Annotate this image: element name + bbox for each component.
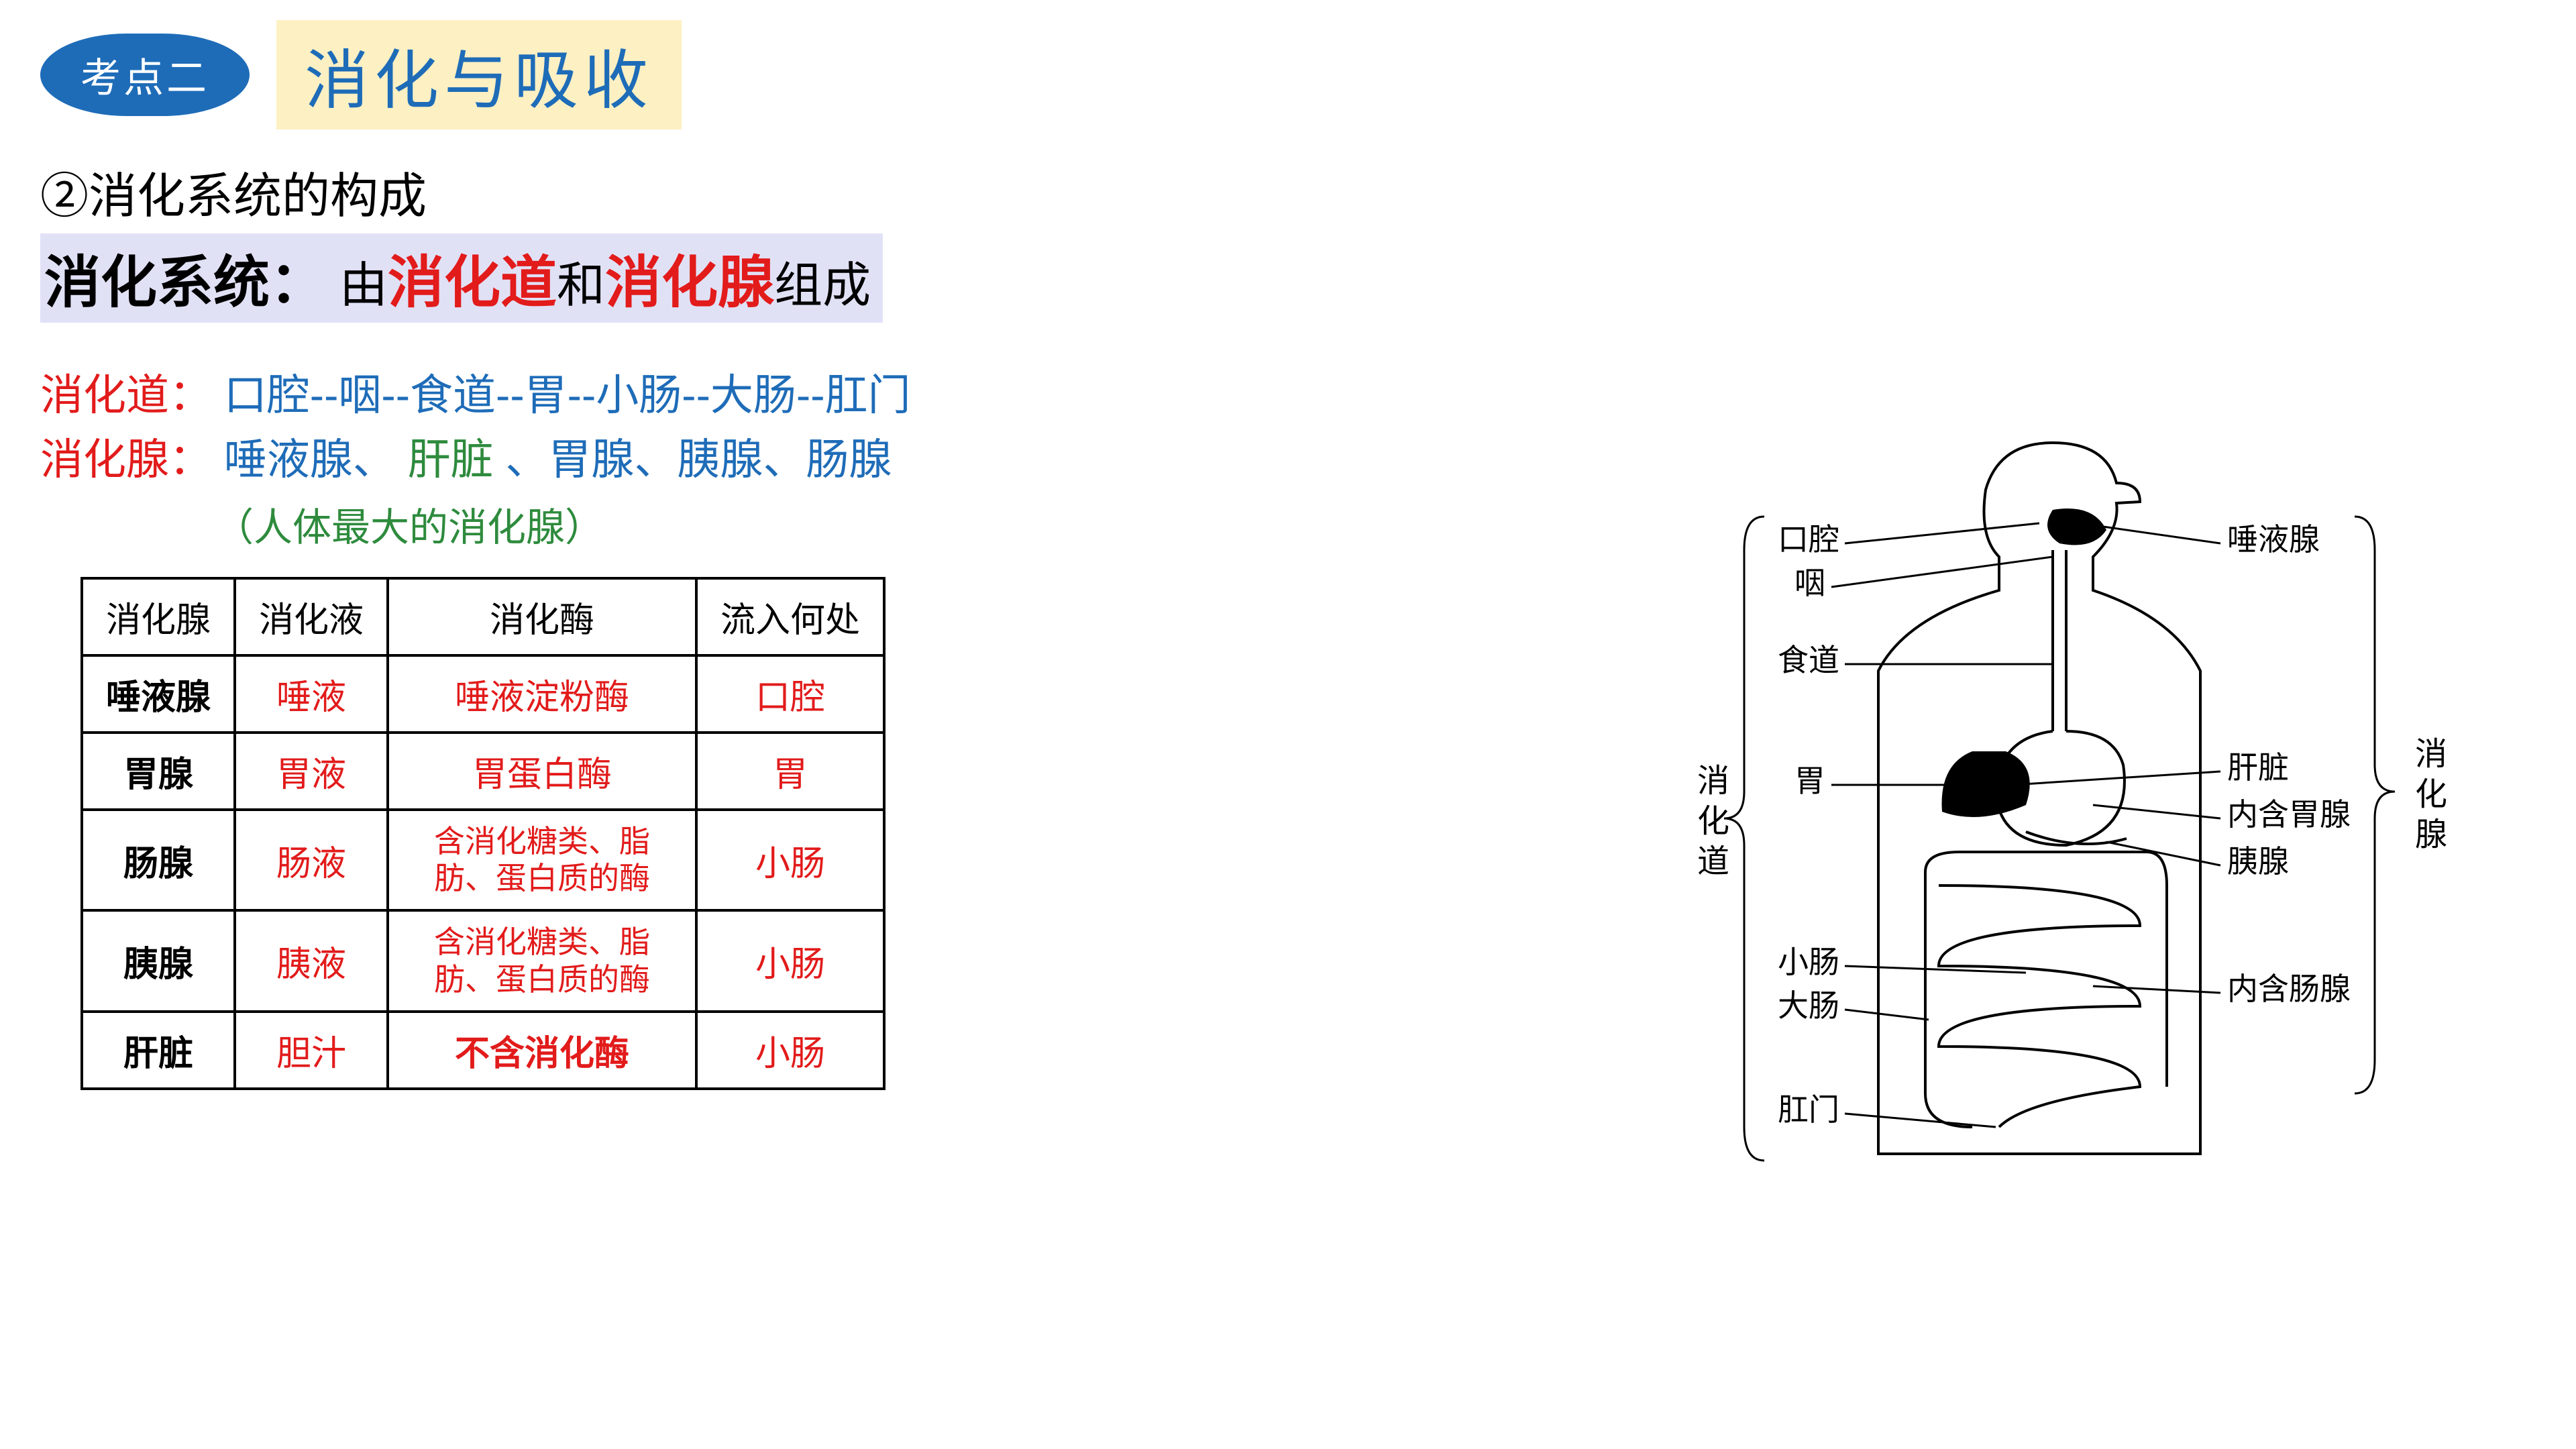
cell-fluid: 胃液: [235, 733, 388, 810]
cell-dest: 小肠: [696, 910, 884, 1011]
topic-badge: 考点二: [40, 34, 250, 116]
glands-liver: 肝脏: [408, 435, 494, 484]
cell-dest: 小肠: [696, 1012, 884, 1089]
table-row: 胰腺胰液含消化糖类、脂肪、蛋白质的酶小肠: [82, 910, 884, 1011]
label-liver: 肝脏: [2227, 751, 2289, 785]
cell-fluid: 胆汁: [235, 1012, 388, 1089]
glands-seg1: 唾液腺、: [224, 435, 396, 484]
glands-seg2: 、胃腺、胰腺、肠腺: [505, 435, 892, 484]
tract-label: 消化道：: [40, 371, 212, 419]
table-header-row: 消化腺消化液消化酶流入何处: [82, 578, 884, 655]
label-large-int: 大肠: [1778, 989, 1839, 1023]
cell-gland: 胰腺: [82, 910, 235, 1011]
def-part2: 消化腺: [605, 237, 774, 319]
cell-enzyme: 胃蛋白酶: [388, 733, 696, 810]
table-row: 唾液腺唾液唾液淀粉酶口腔: [82, 655, 884, 733]
label-esophagus: 食道: [1778, 643, 1839, 678]
cell-dest: 胃: [696, 733, 884, 810]
cell-fluid: 肠液: [235, 810, 388, 910]
label-small-int: 小肠: [1778, 945, 1839, 979]
cell-dest: 口腔: [696, 655, 884, 733]
def-suffix: 组成: [774, 246, 871, 316]
digestive-diagram: 消 化 道 消 化 腺: [1623, 416, 2496, 1221]
diagram-left-title-2: 道: [1697, 844, 1729, 879]
table-body: 唾液腺唾液唾液淀粉酶口腔胃腺胃液胃蛋白酶胃肠腺肠液含消化糖类、脂肪、蛋白质的酶小…: [82, 655, 884, 1089]
definition-row: 消化系统： 由 消化道 和 消化腺 组成: [40, 233, 883, 323]
diagram-left-title-1: 化: [1697, 804, 1729, 839]
def-part1: 消化道: [388, 237, 557, 319]
cell-enzyme: 唾液淀粉酶: [388, 655, 696, 733]
table-row: 肝脏胆汁不含消化酶小肠: [82, 1012, 884, 1089]
cell-fluid: 唾液: [235, 655, 388, 733]
glands-label: 消化腺：: [40, 435, 212, 484]
cell-enzyme: 不含消化酶: [388, 1012, 696, 1089]
left-labels: 口腔 咽 食道 胃 小肠 大肠 肛门: [1778, 523, 2053, 1127]
diagram-left-title-0: 消: [1697, 763, 1729, 799]
page-title: 消化与吸收: [276, 20, 682, 129]
cell-enzyme: 含消化糖类、脂肪、蛋白质的酶: [388, 810, 696, 910]
diagram-right-title-2: 腺: [2415, 817, 2447, 853]
table-header: 消化酶: [388, 578, 696, 655]
cell-enzyme: 含消化糖类、脂肪、蛋白质的酶: [388, 910, 696, 1011]
def-mid: 和: [557, 246, 605, 316]
cell-gland: 肝脏: [82, 1012, 235, 1089]
label-intestinal-gland: 内含肠腺: [2227, 972, 2351, 1006]
label-pancreas: 胰腺: [2227, 845, 2289, 879]
label-gastric-gland: 内含胃腺: [2227, 798, 2351, 832]
table-header: 消化腺: [82, 578, 235, 655]
table-row: 肠腺肠液含消化糖类、脂肪、蛋白质的酶小肠: [82, 810, 884, 910]
body-outline: [1878, 443, 2200, 1154]
label-stomach: 胃: [1794, 764, 1825, 798]
tract-path: 口腔--咽--食道--胃--小肠--大肠--肛门: [224, 371, 911, 419]
cell-dest: 小肠: [696, 810, 884, 910]
table-header: 消化液: [235, 578, 388, 655]
cell-gland: 唾液腺: [82, 655, 235, 733]
gland-table: 消化腺消化液消化酶流入何处 唾液腺唾液唾液淀粉酶口腔胃腺胃液胃蛋白酶胃肠腺肠液含…: [80, 577, 885, 1090]
def-prefix: 由: [339, 246, 388, 316]
label-pharynx: 咽: [1794, 566, 1825, 600]
subheading: ②消化系统的构成: [40, 156, 2536, 227]
cell-gland: 肠腺: [82, 810, 235, 910]
right-labels: 唾液腺 肝脏 内含胃腺 胰腺 内含肠腺: [2012, 523, 2351, 1006]
label-mouth: 口腔: [1778, 523, 1839, 557]
cell-fluid: 胰液: [235, 910, 388, 1011]
diagram-right-title-1: 化: [2415, 777, 2447, 812]
table-header: 流入何处: [696, 578, 884, 655]
label-salivary: 唾液腺: [2227, 523, 2320, 557]
label-anus: 肛门: [1778, 1093, 1839, 1127]
table-row: 胃腺胃液胃蛋白酶胃: [82, 733, 884, 810]
diagram-right-title-0: 消: [2415, 737, 2447, 772]
cell-gland: 胃腺: [82, 733, 235, 810]
definition-label: 消化系统：: [44, 237, 326, 319]
